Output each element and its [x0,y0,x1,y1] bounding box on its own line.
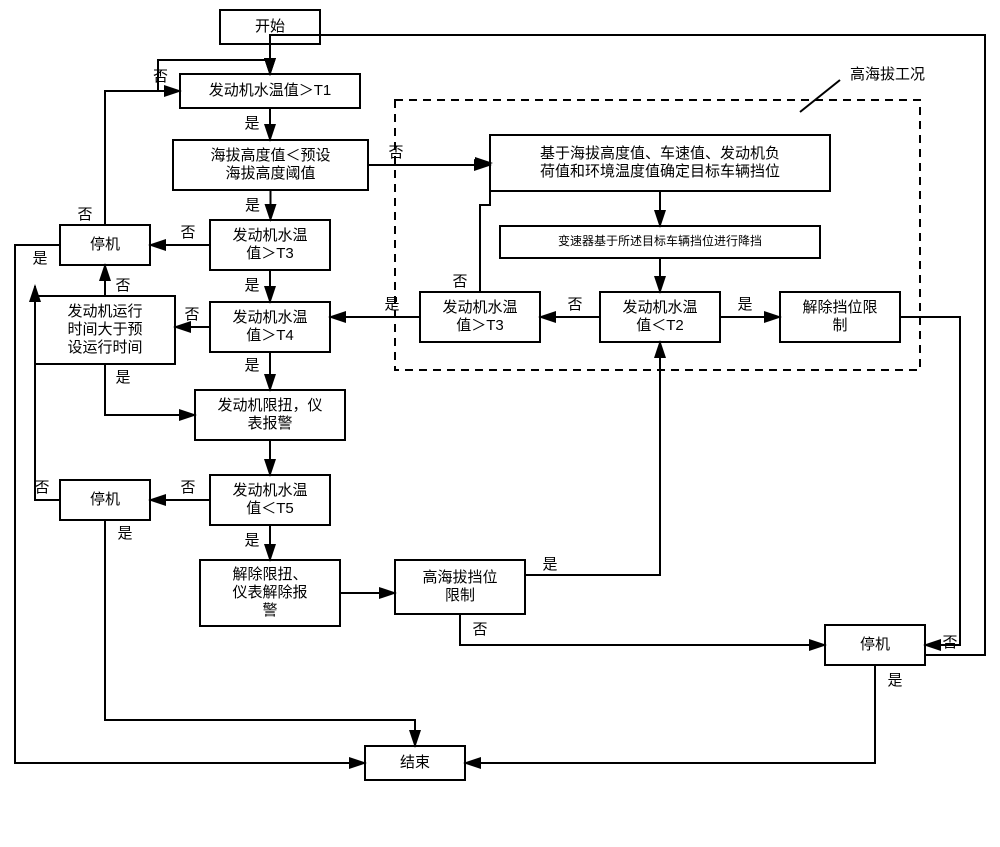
node-stop_ml-text: 停机 [90,491,120,508]
node-alt_limit-text: 限制 [445,587,475,604]
svg-text:是: 是 [887,672,902,689]
svg-text:是: 是 [32,250,47,267]
node-det_gear-text: 荷值和环境温度值确定目标车辆挡位 [540,162,780,180]
node-runtime-text: 设运行时间 [67,339,142,356]
node-d_t5-text: 发动机水温 [232,482,307,499]
flowchart-canvas: 高海拔工况开始发动机水温值＞T1海拔高度值＜预设海拔高度阈值发动机水温值＞T3停… [0,0,1000,847]
node-d_t3_left-text: 发动机水温 [232,227,307,244]
svg-text:是: 是 [542,556,557,573]
node-release_tq-text: 警 [262,602,277,619]
svg-text:是: 是 [737,296,752,313]
svg-text:否: 否 [77,206,92,223]
svg-text:否: 否 [115,277,130,294]
svg-text:是: 是 [244,532,259,549]
node-d_t3_left-text: 值＞T3 [246,245,294,262]
node-release_gear-text: 制 [832,317,847,334]
svg-text:是: 是 [244,277,259,294]
svg-text:否: 否 [942,634,957,651]
node-start-text: 开始 [255,18,285,35]
node-release_gear-text: 解除挡位限 [802,299,877,316]
node-d_alt-text: 海拔高度值＜预设 [210,147,330,164]
svg-text:否: 否 [180,224,195,241]
node-d_t4-text: 发动机水温 [232,309,307,326]
node-runtime-text: 发动机运行 [67,303,142,320]
node-end-text: 结束 [400,754,430,771]
node-limit_torque-text: 发动机限扭，仪 [217,397,322,414]
svg-text:否: 否 [567,296,582,313]
node-release_tq-text: 仪表解除报 [232,584,307,601]
svg-text:是: 是 [244,115,259,132]
svg-text:是: 是 [244,357,259,374]
node-d_t3_right-text: 发动机水温 [442,299,517,316]
node-runtime-text: 时间大于预 [67,321,142,338]
node-det_gear-text: 基于海拔高度值、车速值、发动机负 [540,145,780,162]
svg-text:否: 否 [34,479,49,496]
svg-text:是: 是 [245,197,260,214]
node-alt_limit-text: 高海拔挡位 [422,569,497,586]
svg-text:是: 是 [117,525,132,542]
node-d_t2-text: 值＜T2 [636,317,684,334]
svg-text:否: 否 [180,479,195,496]
node-d_t4-text: 值＞T4 [246,327,294,344]
region-label: 高海拔工况 [850,66,925,83]
node-stop_br-text: 停机 [860,636,890,653]
svg-text:否: 否 [472,621,487,638]
svg-text:是: 是 [384,296,399,313]
node-d_t5-text: 值＜T5 [246,500,294,517]
node-stop_tl-text: 停机 [90,236,120,253]
svg-text:否: 否 [452,273,467,290]
node-d_t2-text: 发动机水温 [622,299,697,316]
svg-text:否: 否 [388,144,403,161]
svg-text:否: 否 [153,68,168,85]
node-d_t3_right-text: 值＞T3 [456,317,504,334]
node-limit_torque-text: 表报警 [247,415,292,432]
node-downshift-text: 变速器基于所述目标车辆挡位进行降挡 [558,233,762,248]
svg-text:是: 是 [115,369,130,386]
node-d_alt-text: 海拔高度阈值 [225,165,315,182]
node-d_t1-text: 发动机水温值＞T1 [209,82,332,99]
svg-text:否: 否 [184,306,199,323]
node-release_tq-text: 解除限扭、 [232,566,307,583]
